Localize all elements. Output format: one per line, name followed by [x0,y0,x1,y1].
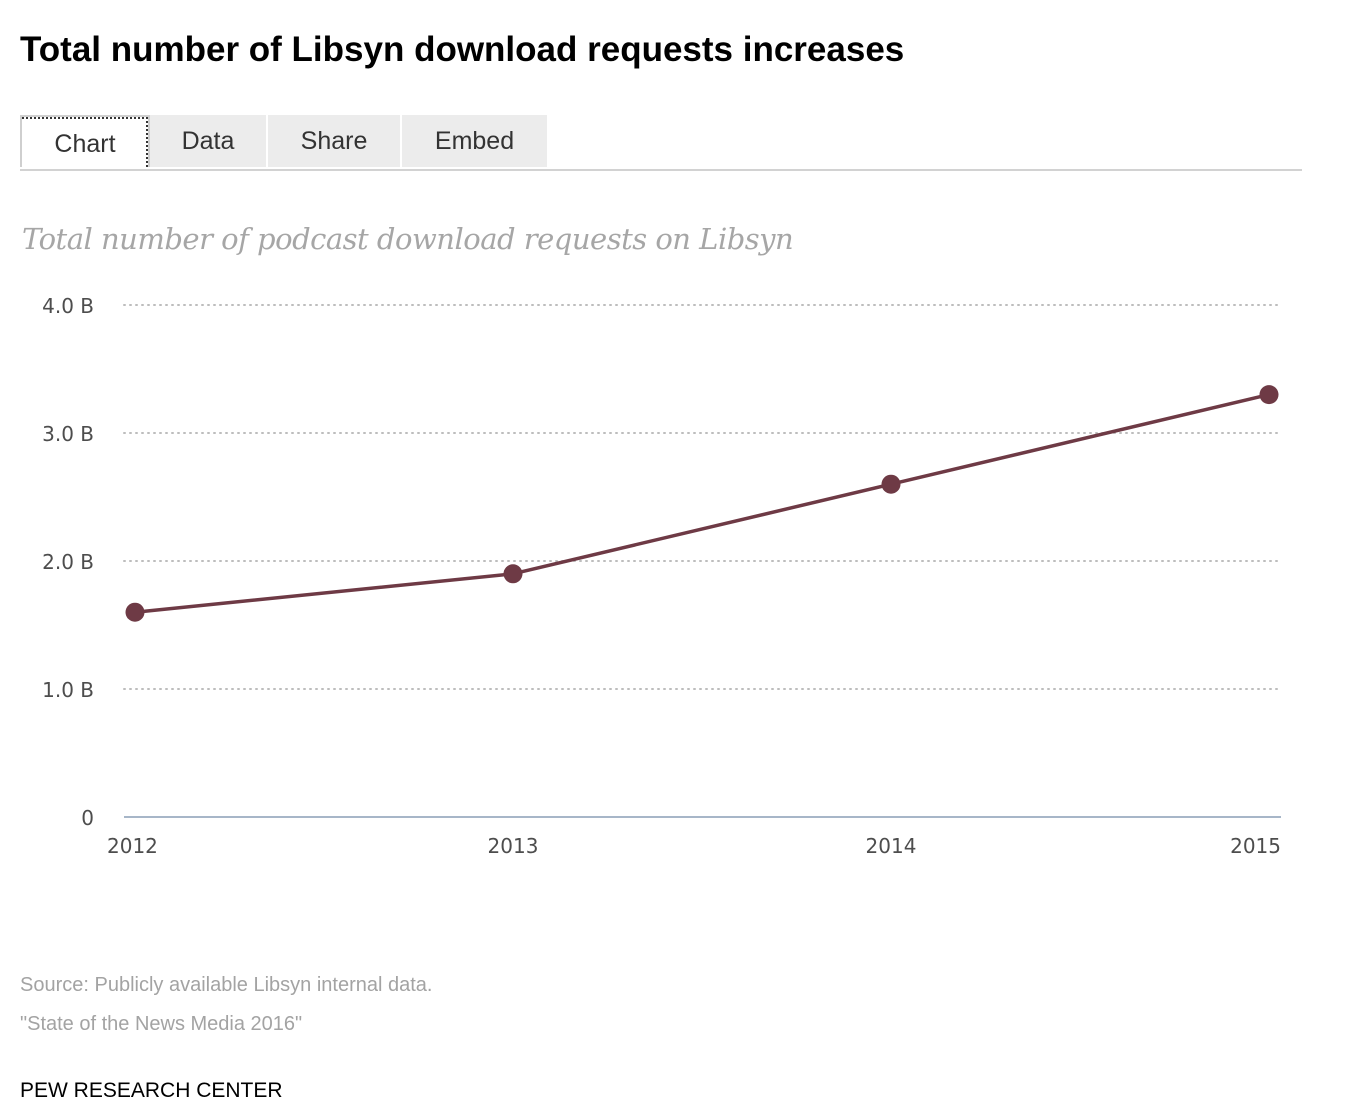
tab-data-label: Data [181,127,235,155]
tab-bar: Chart Data Share Embed [20,115,1302,171]
brand-footer: PEW RESEARCH CENTER [20,1079,283,1102]
y-tick-label: 4.0 B [42,294,94,318]
x-tick-label: 2013 [488,834,539,858]
y-tick-label: 1.0 B [42,678,94,702]
x-tick-label: 2012 [107,834,158,858]
series-line [134,392,1270,614]
gridlines [123,304,1282,690]
data-point [125,602,145,622]
x-tick-label: 2014 [866,834,917,858]
tab-chart[interactable]: Chart [20,115,150,167]
tab-embed[interactable]: Embed [402,115,547,167]
y-tick-label: 2.0 B [42,550,94,574]
x-tick-label: 2015 [1230,834,1281,858]
tab-data[interactable]: Data [150,115,266,167]
page-title: Total number of Libsyn download requests… [20,30,905,69]
source-note: Source: Publicly available Libsyn intern… [20,974,433,996]
data-point [503,564,523,584]
y-tick-label: 3.0 B [42,422,94,446]
chart-title: Total number of podcast download request… [22,222,794,256]
report-note: "State of the News Media 2016" [20,1013,303,1035]
series [125,385,1279,622]
tab-share[interactable]: Share [268,115,400,167]
data-point [1259,385,1279,405]
tab-embed-label: Embed [434,127,515,155]
axes: 0 1.0 B 2.0 B 3.0 B 4.0 B 2012 2013 2014 2015 [42,294,1281,858]
data-point [881,474,901,494]
y-tick-label: 0 [81,806,94,830]
tab-chart-label: Chart [54,130,116,158]
tab-share-label: Share [300,127,368,155]
